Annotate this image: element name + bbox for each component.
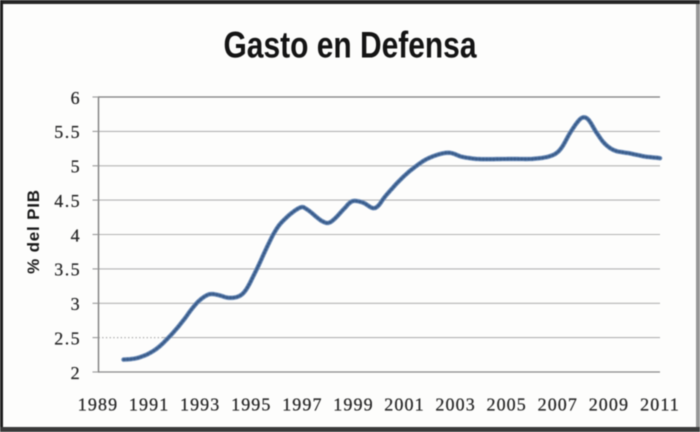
svg-text:2: 2 — [71, 363, 81, 383]
svg-text:Gasto en Defensa: Gasto en Defensa — [224, 24, 478, 66]
svg-text:1997: 1997 — [282, 395, 322, 415]
svg-text:% del PIB: % del PIB — [24, 189, 43, 274]
svg-text:2005: 2005 — [486, 395, 526, 415]
svg-text:2001: 2001 — [384, 395, 424, 415]
svg-text:1993: 1993 — [180, 395, 220, 415]
svg-text:3: 3 — [71, 294, 81, 314]
svg-text:6: 6 — [71, 88, 81, 108]
svg-text:5: 5 — [71, 157, 81, 177]
svg-text:4.5: 4.5 — [54, 191, 81, 211]
svg-text:5.5: 5.5 — [54, 122, 81, 142]
svg-text:2009: 2009 — [589, 395, 629, 415]
svg-text:1991: 1991 — [129, 395, 169, 415]
svg-text:1999: 1999 — [333, 395, 373, 415]
svg-text:2011: 2011 — [640, 395, 680, 415]
svg-text:3.5: 3.5 — [54, 260, 81, 280]
svg-text:1995: 1995 — [231, 395, 271, 415]
svg-text:2003: 2003 — [435, 395, 475, 415]
svg-text:2.5: 2.5 — [54, 328, 81, 348]
svg-text:4: 4 — [71, 225, 81, 245]
svg-text:1989: 1989 — [78, 395, 118, 415]
svg-text:2007: 2007 — [538, 395, 578, 415]
